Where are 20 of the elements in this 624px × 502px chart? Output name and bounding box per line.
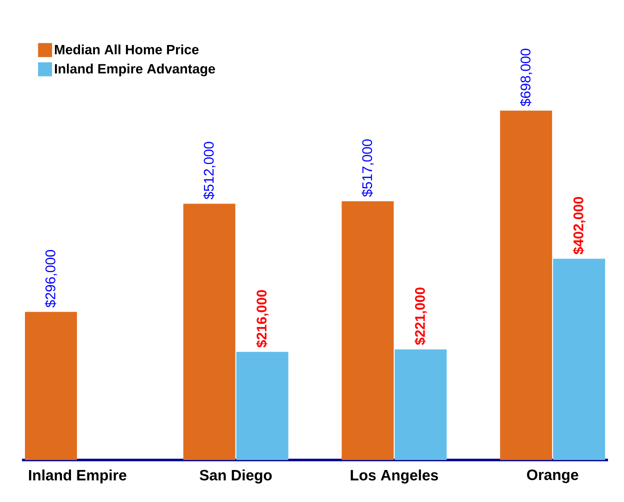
bar [342, 201, 394, 460]
data-label: $402,000 [572, 196, 586, 254]
data-label: $216,000 [256, 290, 269, 348]
data-label: $512,000 [203, 142, 216, 200]
legend-label: Inland Empire Advantage [54, 64, 216, 76]
bar [553, 258, 606, 460]
x-tick-label: Los Angeles [350, 470, 438, 484]
data-label: $221,000 [414, 288, 427, 345]
bar [236, 352, 288, 460]
legend-label: Median All Home Price [54, 44, 199, 54]
bar [500, 110, 552, 460]
bar [183, 204, 236, 460]
x-tick-label: Orange [527, 470, 578, 484]
data-label: $296,000 [44, 250, 57, 308]
x-tick-label: Inland Empire [29, 470, 126, 484]
data-label: $698,000 [520, 48, 532, 106]
data-label: $517,000 [362, 139, 374, 197]
bar [394, 349, 447, 460]
x-tick-label: San Diego [200, 470, 272, 484]
bar [24, 312, 77, 460]
